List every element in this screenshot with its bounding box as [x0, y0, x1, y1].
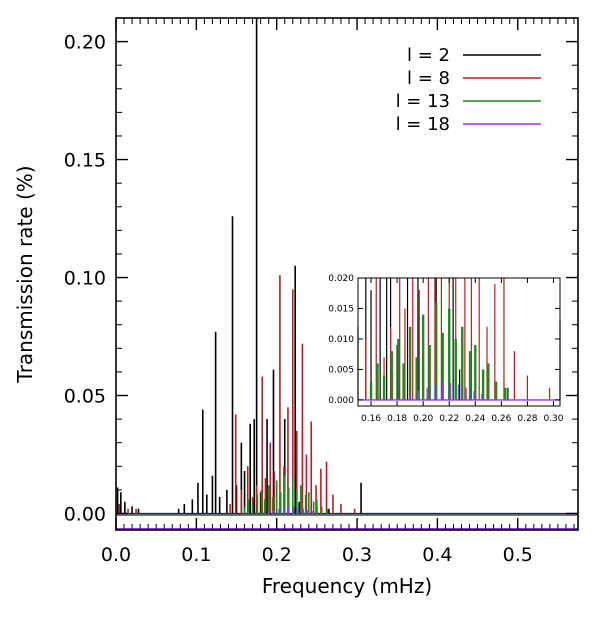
inset-y-tick-label: 0.015 — [328, 304, 354, 314]
legend-label-l-18: l = 18 — [396, 114, 450, 135]
inset-x-tick-label: 0.20 — [413, 414, 433, 424]
y-tick-label: 0.00 — [64, 503, 106, 525]
inset-axis-ticks: 0.16 0.18 0.20 0.22 0.24 0.26 0.28 0.30 0.000 0.0… — [328, 274, 564, 424]
x-tick-label: 0.4 — [422, 544, 452, 566]
y-tick-label: 0.05 — [64, 386, 106, 408]
legend-label-l-2: l = 2 — [407, 45, 450, 66]
x-tick-label: 0.5 — [503, 544, 533, 566]
inset-frame — [357, 277, 561, 407]
inset-y-tick-label: 0.000 — [328, 396, 354, 406]
inset-x-tick-label: 0.18 — [387, 414, 407, 424]
inset-x-tick-label: 0.22 — [439, 414, 459, 424]
inset-x-tick-label: 0.30 — [543, 414, 563, 424]
x-axis-title: Frequency (mHz) — [262, 574, 432, 598]
main-series-group — [116, 18, 578, 530]
legend-label-l-13: l = 13 — [396, 91, 450, 112]
y-tick-label: 0.15 — [64, 150, 106, 172]
x-tick-label: 0.0 — [101, 544, 131, 566]
x-tick-label: 0.2 — [262, 544, 292, 566]
inset-x-tick-label: 0.24 — [465, 414, 485, 424]
y-tick-label: 0.10 — [64, 268, 106, 290]
x-tick-label: 0.1 — [181, 544, 211, 566]
legend: l = 2l = 8l = 13l = 18 — [396, 45, 541, 135]
y-axis-title: Transmission rate (%) — [13, 165, 37, 383]
x-tick-label: 0.3 — [342, 544, 372, 566]
main-axis-ticks: 0.0 0.1 0.2 0.3 0.4 0.5 0.00 0.05 0.10 0.15 0.20 — [64, 17, 578, 566]
inset-y-tick-label: 0.005 — [328, 365, 354, 375]
inset-x-tick-label: 0.26 — [491, 414, 511, 424]
y-tick-label: 0.20 — [64, 32, 106, 54]
inset-series-group — [357, 278, 561, 401]
legend-label-l-8: l = 8 — [407, 68, 450, 89]
inset-y-tick-label: 0.020 — [328, 274, 354, 284]
inset-x-tick-label: 0.28 — [517, 414, 537, 424]
inset-y-tick-label: 0.010 — [328, 335, 354, 345]
inset-background — [358, 278, 560, 406]
inset-x-tick-label: 0.16 — [361, 414, 381, 424]
main-plot-frame — [115, 17, 579, 531]
